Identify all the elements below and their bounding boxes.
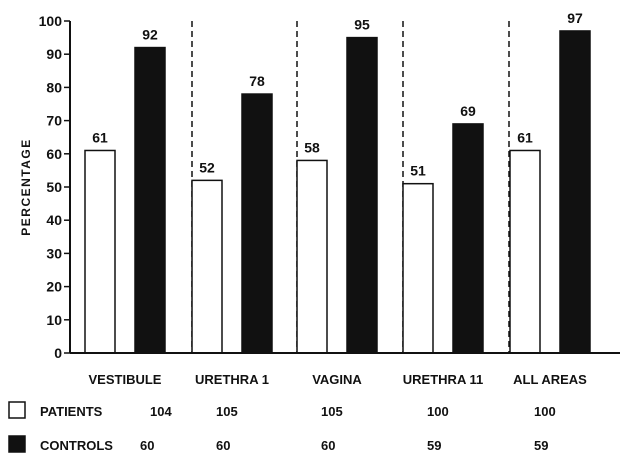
- y-tick-label: 100: [39, 13, 63, 29]
- y-tick-label: 10: [46, 312, 62, 328]
- value-label-patients-2: 52: [199, 159, 215, 175]
- y-ticks: 0 10 20 30 40 50 60 70 80 90 100: [39, 13, 70, 361]
- bar-controls-3: [346, 36, 378, 354]
- y-axis-label: PERCENTAGE: [19, 138, 33, 235]
- sample-size-controls: 60: [216, 438, 230, 453]
- sample-size-patients: 105: [216, 404, 238, 419]
- value-label-controls-3: 95: [354, 17, 370, 33]
- value-label-patients-5: 61: [517, 129, 533, 145]
- y-tick-label: 80: [46, 79, 62, 95]
- category-label: URETHRA 11: [403, 372, 483, 387]
- y-tick-label: 50: [46, 179, 62, 195]
- bar-patients-5: [509, 149, 541, 354]
- value-label-controls-5: 97: [567, 10, 583, 26]
- category-label: VESTIBULE: [89, 372, 162, 387]
- sample-size-patients: 100: [534, 404, 556, 419]
- value-label-patients-1: 61: [92, 129, 108, 145]
- value-label-controls-2: 78: [249, 73, 265, 89]
- legend-label-controls: CONTROLS: [40, 438, 113, 453]
- axes: [69, 21, 620, 354]
- bar-patients-3: [296, 159, 328, 354]
- sample-size-controls: 59: [427, 438, 441, 453]
- legend-swatch-controls: [8, 435, 26, 453]
- category-label: ALL AREAS: [513, 372, 587, 387]
- bar-patients-4: [402, 182, 434, 354]
- value-label-controls-4: 69: [460, 103, 476, 119]
- sample-size-patients: 100: [427, 404, 449, 419]
- y-tick-label: 30: [46, 245, 62, 261]
- legend: PATIENTS 104 105 105 100 100 CONTROLS 60 60 60 59 5…: [8, 401, 556, 453]
- category-labels: VESTIBULE URETHRA 1 VAGINA URETHRA 11 ALL AR…: [89, 372, 588, 387]
- bar-controls-2: [241, 93, 273, 354]
- y-tick-label: 40: [46, 212, 62, 228]
- value-label-patients-3: 58: [304, 139, 320, 155]
- y-tick-label: 60: [46, 146, 62, 162]
- sample-size-controls: 60: [140, 438, 154, 453]
- bar-patients-2: [191, 179, 223, 354]
- value-label-patients-4: 51: [410, 163, 426, 179]
- sample-size-controls: 59: [534, 438, 548, 453]
- category-label: VAGINA: [312, 372, 362, 387]
- bar-patients-1: [84, 149, 116, 354]
- bar-controls-4: [452, 123, 484, 354]
- sample-size-controls: 60: [321, 438, 335, 453]
- legend-label-patients: PATIENTS: [40, 404, 103, 419]
- value-label-controls-1: 92: [142, 27, 158, 43]
- group-separators: [191, 21, 510, 353]
- category-label: URETHRA 1: [195, 372, 269, 387]
- legend-swatch-patients: [8, 401, 26, 419]
- y-tick-label: 90: [46, 46, 62, 62]
- y-tick-label: 70: [46, 113, 62, 129]
- bar-controls-5: [559, 30, 591, 354]
- y-tick-label: 20: [46, 279, 62, 295]
- bars: 61 92 52 78 58 95 51 69 61 97: [84, 10, 591, 354]
- y-tick-label: 0: [54, 345, 62, 361]
- bar-controls-1: [134, 46, 166, 354]
- sample-size-patients: 104: [150, 404, 172, 419]
- sample-size-patients: 105: [321, 404, 343, 419]
